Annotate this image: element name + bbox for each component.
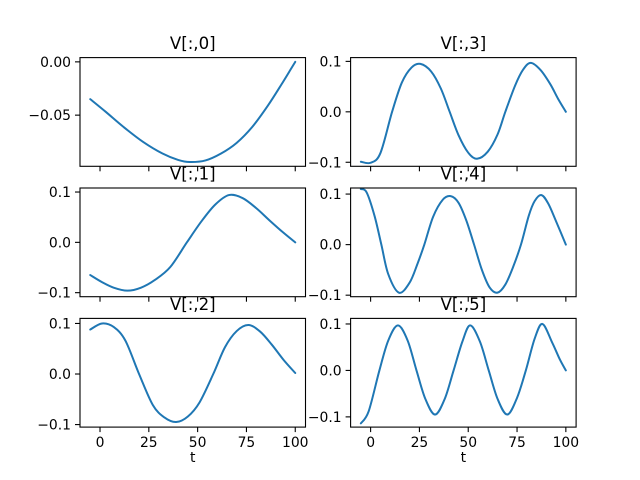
subplot-title: V[:,0]	[170, 34, 216, 53]
series-line	[89, 193, 297, 292]
subplot-v5: 0 25 50 75 100 0.1 0.0 −0.1 V[:,5] t	[308, 295, 579, 466]
subplot-v3: 0.1 0.0 −0.1 V[:,3]	[308, 34, 577, 172]
y-tick-label: 0.1	[320, 54, 342, 70]
y-tick-label: −0.1	[37, 286, 71, 302]
x-tick-label: 0	[96, 435, 105, 451]
y-tick-label: 0.00	[40, 55, 71, 71]
y-tick-label: 0.0	[49, 235, 71, 251]
x-tick-label: 100	[282, 435, 309, 451]
subplot-title: V[:,4]	[440, 165, 486, 184]
y-tick-label: −0.1	[37, 418, 71, 434]
subplot-v0: 0.00 −0.05 V[:,0]	[28, 34, 307, 172]
axes-frame	[350, 317, 577, 428]
y-tick-label: 0.1	[320, 317, 342, 333]
axes-frame	[79, 57, 307, 167]
subplot-v2: 0 25 50 75 100 0.1 0.0 −0.1 V[:,2] t	[37, 295, 308, 466]
series-line	[359, 61, 567, 165]
subplot-title: V[:,3]	[440, 34, 486, 53]
y-tick-label: 0.1	[49, 316, 71, 332]
subplot-v4: 0.1 0.0 −0.1 V[:,4]	[308, 165, 577, 304]
subplot-title: V[:,1]	[170, 165, 216, 184]
series-line	[89, 60, 297, 164]
series-line	[359, 188, 567, 294]
y-tick-label: 0.0	[49, 367, 71, 383]
y-tick-label: 0.0	[320, 363, 342, 379]
axes-frame	[79, 187, 307, 298]
axes-frame	[350, 57, 577, 167]
y-tick-label: 0.1	[49, 185, 71, 201]
x-tick-label: 75	[238, 435, 256, 451]
axes-frame	[79, 317, 307, 428]
x-tick-label: 50	[189, 435, 207, 451]
y-tick-label: −0.1	[308, 155, 342, 171]
series-line	[89, 322, 297, 424]
x-tick-label: 25	[411, 435, 429, 451]
x-tick-label: 75	[508, 435, 526, 451]
x-tick-label: 0	[366, 435, 375, 451]
subplot-v1: 0.1 0.0 −0.1 V[:,1]	[37, 165, 307, 302]
series-line	[359, 322, 567, 425]
subplot-title: V[:,5]	[440, 295, 486, 314]
y-tick-label: −0.1	[308, 288, 342, 304]
y-tick-label: −0.05	[28, 108, 71, 124]
subplot-title: V[:,2]	[170, 295, 216, 314]
x-axis-label: t	[461, 450, 467, 466]
x-tick-label: 25	[140, 435, 158, 451]
y-tick-label: 0.0	[320, 105, 342, 121]
y-tick-label: 0.0	[320, 238, 342, 254]
x-tick-label: 50	[459, 435, 477, 451]
y-tick-label: −0.1	[308, 410, 342, 426]
x-tick-label: 100	[553, 435, 580, 451]
axes-frame	[350, 187, 577, 298]
x-axis-label: t	[190, 450, 196, 466]
y-tick-label: 0.1	[320, 187, 342, 203]
